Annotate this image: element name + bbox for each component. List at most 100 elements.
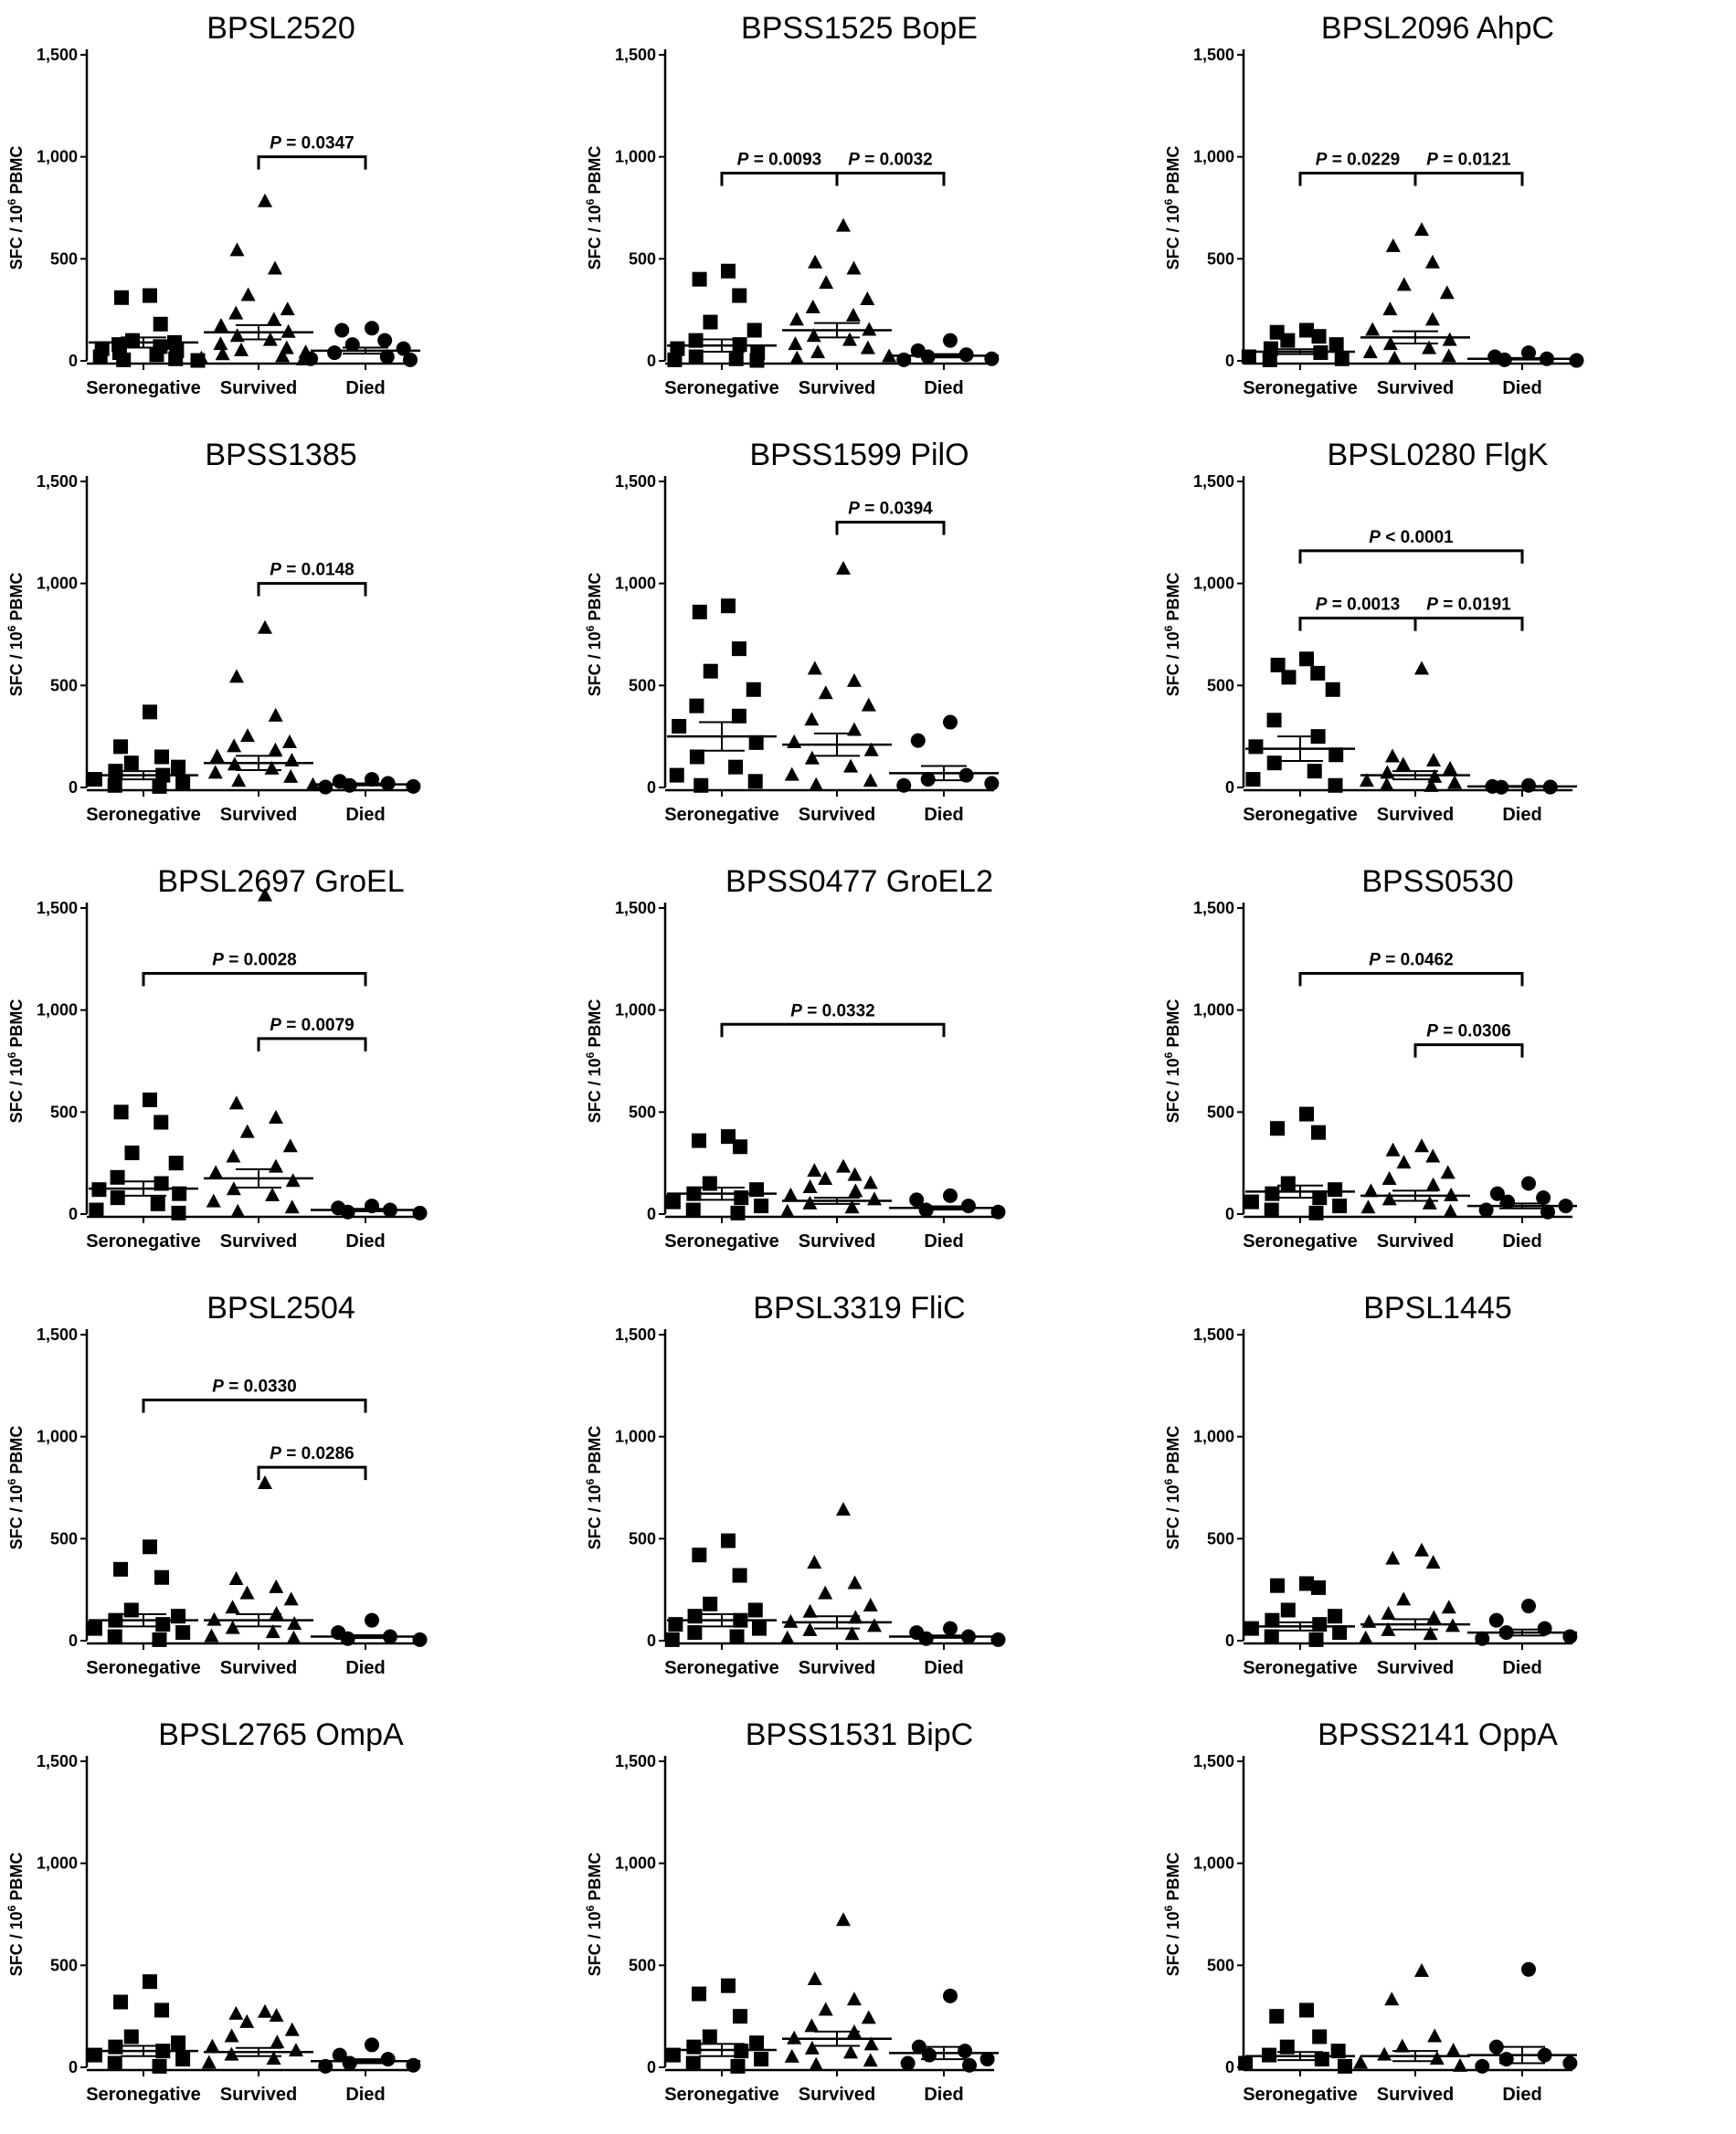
data-point-square — [1299, 1106, 1314, 1122]
x-tick-label: Died — [924, 378, 963, 398]
data-point-square — [149, 347, 164, 363]
significance-bracket — [835, 521, 946, 535]
data-point-triangle — [1427, 2028, 1443, 2043]
data-point-triangle — [1381, 1605, 1396, 1620]
data-point-square — [175, 2052, 191, 2067]
data-point-triangle — [1439, 285, 1455, 300]
data-point-triangle — [802, 1603, 818, 1618]
data-point-circle — [910, 733, 926, 748]
data-point-circle — [900, 2055, 916, 2071]
data-point-triangle — [787, 734, 802, 748]
y-axis-label-main: SFC / 10 — [7, 1911, 26, 1976]
data-point-square — [154, 749, 170, 765]
y-tick-label: 0 — [647, 1632, 656, 1650]
data-point-triangle — [234, 342, 249, 356]
data-point-triangle — [1381, 1171, 1397, 1186]
data-point-circle — [1562, 2055, 1578, 2071]
data-point-square — [1310, 665, 1326, 681]
x-tick-label: Seronegative — [86, 378, 201, 398]
data-point-triangle — [1414, 1542, 1429, 1557]
x-tick-label: Died — [345, 805, 385, 825]
data-point-triangle — [846, 1991, 862, 2006]
data-point-square — [693, 777, 709, 793]
y-tick-label: 1,500 — [37, 46, 78, 64]
data-point-square — [143, 704, 157, 720]
significance-bracket — [1413, 617, 1524, 631]
data-point-square — [171, 759, 186, 775]
data-point-circle — [1521, 1961, 1536, 1977]
data-point-triangle — [225, 1620, 240, 1634]
y-axis-label-tail: PBMC — [7, 1426, 26, 1479]
x-tick-label: Seronegative — [1243, 1658, 1358, 1678]
data-point-square — [687, 1625, 703, 1641]
data-point-square — [113, 290, 129, 305]
data-point-triangle — [863, 1175, 878, 1189]
data-point-triangle — [228, 1095, 244, 1110]
data-point-triangle — [224, 2046, 239, 2061]
data-point-circle — [1488, 2039, 1504, 2055]
chart-panel: BPSL2765 OmpA 0 500 1,000 1,500 SFC / 106 PBM… — [0, 1706, 578, 2133]
chart-panel: BPSS2141 OppA 0 500 1,000 1,500 SFC / 106 PBM… — [1157, 1706, 1735, 2133]
y-tick-label: 500 — [629, 1956, 656, 1974]
p-symbol: P — [1369, 528, 1381, 547]
data-point-triangle — [818, 2002, 833, 2016]
y-axis-label: SFC / 106 PBMC — [584, 1853, 604, 1977]
chart-svg: BPSL0280 FlgK 0 500 1,000 1,500 SFC / 106 PBM… — [1162, 438, 1577, 825]
chart-panel: BPSS1599 PilO 0 500 1,000 1,500 SFC / 106 PBM… — [578, 427, 1157, 853]
data-point-triangle — [846, 672, 862, 687]
data-point-triangle — [1445, 2043, 1461, 2057]
y-axis-label-main: SFC / 10 — [586, 1484, 604, 1549]
data-point-square — [746, 681, 761, 697]
data-point-square — [154, 1569, 170, 1585]
y-axis-label-tail: PBMC — [586, 1426, 604, 1479]
data-point-square — [1299, 2002, 1314, 2018]
y-axis-label: SFC / 106 PBMC — [584, 999, 604, 1124]
data-point-circle — [984, 776, 1000, 791]
data-point-triangle — [269, 1579, 284, 1593]
data-point-circle — [396, 341, 411, 356]
x-tick-label: Seronegative — [1243, 805, 1358, 825]
data-point-square — [1266, 713, 1282, 728]
y-tick-label: 500 — [629, 676, 656, 694]
y-axis-label-superscript: 6 — [5, 1478, 18, 1484]
data-point-square — [153, 1115, 169, 1130]
data-point-triangle — [818, 1171, 833, 1186]
data-point-triangle — [227, 738, 242, 753]
data-point-triangle — [1424, 312, 1440, 326]
data-point-circle — [1488, 1612, 1504, 1628]
data-point-square — [116, 352, 132, 367]
data-point-triangle — [268, 707, 283, 722]
data-point-triangle — [806, 328, 821, 343]
p-value: = 0.0347 — [281, 134, 355, 153]
data-point-triangle — [268, 1110, 283, 1125]
y-axis-label-superscript: 6 — [1162, 198, 1175, 205]
data-point-square — [152, 778, 167, 794]
data-point-triangle — [1396, 1591, 1412, 1606]
data-point-triangle — [205, 2038, 220, 2053]
data-point-circle — [911, 2039, 926, 2055]
chart-title: BPSL2697 GroEL — [157, 864, 404, 899]
data-point-triangle — [807, 1555, 822, 1569]
data-point-triangle — [1365, 322, 1381, 336]
data-point-triangle — [266, 2051, 281, 2065]
data-point-triangle — [288, 2043, 303, 2057]
chart-title: BPSL0280 FlgK — [1328, 438, 1549, 472]
data-point-triangle — [807, 1163, 822, 1178]
data-point-triangle — [258, 887, 272, 902]
data-point-triangle — [810, 344, 826, 359]
y-tick-label: 1,500 — [615, 899, 656, 917]
data-point-square — [152, 1632, 167, 1647]
data-point-square — [692, 1133, 707, 1148]
data-point-square — [1280, 1176, 1296, 1191]
data-point-circle — [943, 1621, 958, 1636]
p-symbol: P — [1316, 151, 1328, 170]
data-point-triangle — [846, 722, 862, 736]
data-point-triangle — [286, 1630, 302, 1644]
data-point-triangle — [844, 1199, 860, 1214]
p-symbol: P — [270, 1444, 281, 1463]
significance-bracket — [720, 1022, 946, 1038]
data-point-triangle — [836, 1158, 851, 1173]
chart-title: BPSS2141 OppA — [1318, 1717, 1558, 1752]
p-symbol: P — [1426, 596, 1438, 615]
data-point-triangle — [225, 1600, 240, 1614]
